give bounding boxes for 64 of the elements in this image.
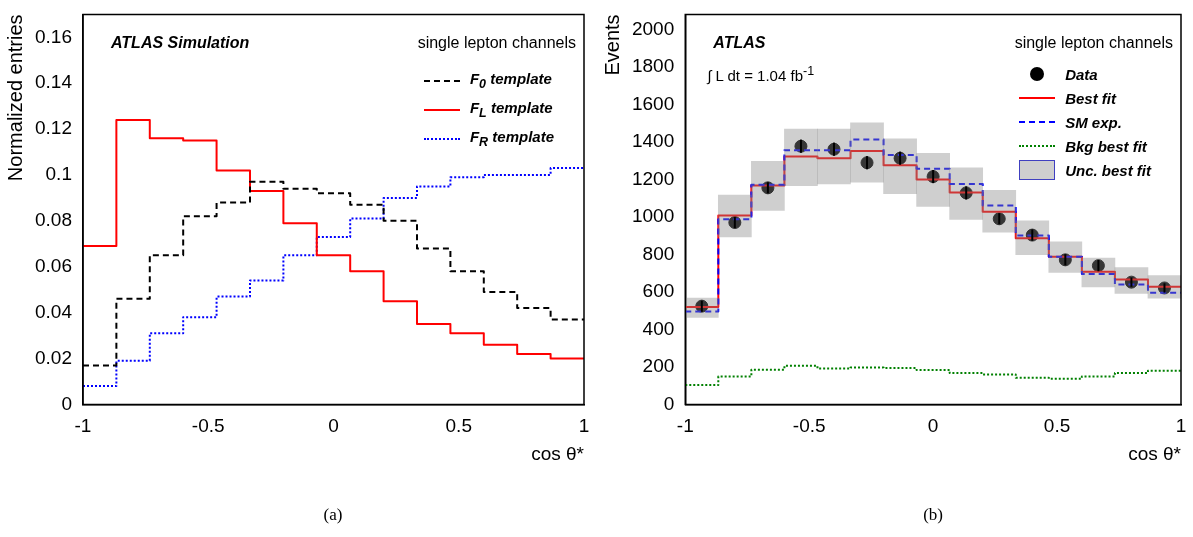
bar: [751, 161, 785, 211]
y-tick-label: 1200: [631, 167, 675, 189]
x-tick-label: -0.5: [191, 415, 225, 437]
bar: [717, 194, 752, 238]
annotation: ∫ L dt = 1.04 fb$^{-1}$: [707, 64, 815, 85]
y-tick-label: 200: [642, 355, 675, 377]
y-tick-label: 1800: [631, 55, 675, 77]
x-tick-label: -1: [74, 415, 92, 437]
y-tick-label: 800: [642, 242, 675, 264]
y-tick-label: 0.1: [45, 163, 72, 185]
annotation: ATLAS: [713, 34, 766, 53]
annotation: single lepton channels: [417, 34, 576, 53]
y-tick-label: 0.04: [35, 300, 73, 322]
bar: [1081, 257, 1116, 288]
bar: [916, 153, 950, 207]
y-tick-label: 0.16: [35, 25, 72, 47]
x-tick-label: 0.5: [445, 415, 472, 437]
y-tick-label: 0: [61, 392, 72, 414]
bar: [1147, 275, 1181, 299]
bar: [982, 189, 1017, 233]
bar: [784, 128, 818, 186]
text: (b): [923, 505, 943, 525]
y-tick-label: 0.14: [35, 71, 73, 93]
y-tick-label: 0.06: [35, 254, 72, 276]
bar: [1048, 241, 1083, 273]
y-tick-label: 400: [642, 317, 675, 339]
text: (a): [323, 505, 343, 525]
x-axis-title: cos θ*: [531, 442, 585, 464]
bar: [685, 297, 719, 318]
bar: [883, 138, 917, 194]
x-tick-label: 1: [1175, 415, 1187, 437]
y-tick-label: 2000: [631, 17, 675, 39]
legend-label: F$_{R}$ template: [469, 128, 554, 150]
legend-label: Best fit: [1065, 89, 1116, 107]
x-tick-label: -1: [676, 415, 694, 437]
legend-label: SM exp.: [1065, 113, 1122, 131]
y-tick-label: 0.12: [35, 117, 72, 139]
x-tick-label: 0: [927, 415, 939, 437]
x-tick-label: 0: [328, 415, 339, 437]
bar: [949, 167, 984, 220]
legend-label: Bkg best fit: [1065, 137, 1147, 155]
bar: [850, 122, 884, 183]
x-tick-label: 0.5: [1043, 415, 1071, 437]
legend-label: Unc. best fit: [1065, 161, 1151, 179]
bar: [1015, 220, 1050, 256]
y-tick-label: 1400: [631, 130, 675, 152]
legend-label: F$_{0}$ template: [469, 70, 552, 92]
y-tick-label: 0: [663, 392, 675, 414]
legend-label: F$_{L}$ template: [469, 99, 553, 121]
y-tick-label: 0.02: [35, 346, 72, 368]
x-axis-title: cos θ*: [1128, 442, 1182, 464]
y-axis-title: Events: [600, 14, 623, 76]
annotation: ATLAS Simulation: [110, 34, 250, 53]
x-tick-label: -0.5: [792, 415, 826, 437]
bar: [817, 128, 851, 185]
x-tick-label: 1: [578, 415, 590, 437]
bar: [1114, 267, 1149, 294]
y-tick-label: 600: [642, 280, 675, 302]
legend-label: Data: [1065, 65, 1098, 83]
annotation: single lepton channels: [1014, 34, 1173, 53]
y-tick-label: 1000: [631, 205, 675, 227]
y-tick-label: 1600: [631, 92, 675, 114]
y-axis-title: Normalized entries: [3, 14, 26, 182]
y-tick-label: 0.08: [35, 209, 72, 231]
